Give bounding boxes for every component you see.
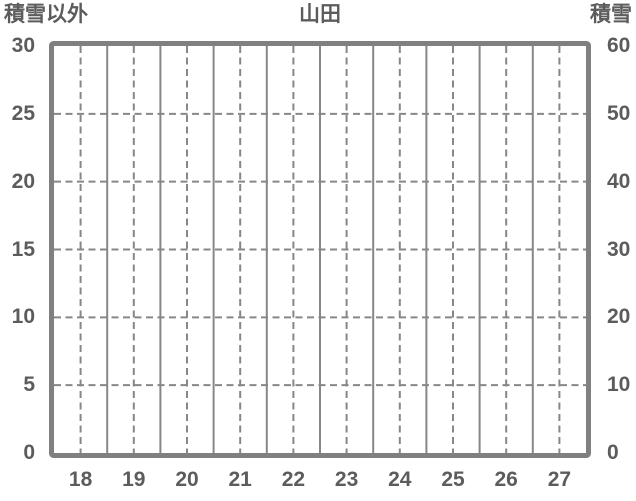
left-axis-tick-label: 15 <box>11 237 35 261</box>
right-axis-tick-label: 50 <box>607 101 631 125</box>
x-axis-tick-label: 22 <box>281 468 306 491</box>
right-axis-tick-label: 60 <box>607 34 631 57</box>
left-axis-tick-label: 30 <box>11 34 35 57</box>
x-axis-tick-label: 26 <box>494 468 518 491</box>
x-axis-tick-label: 23 <box>334 468 359 491</box>
chart-title: 山田 <box>299 3 341 26</box>
right-axis-tick-label: 40 <box>607 169 631 193</box>
left-axis-title: 積雪以外 <box>4 3 88 26</box>
x-axis-tick-label: 25 <box>441 468 465 491</box>
right-axis-title: 積雪 <box>590 3 632 26</box>
x-axis-tick-label: 18 <box>68 468 93 491</box>
left-axis-tick-label: 20 <box>11 169 35 193</box>
x-axis-tick-label: 27 <box>547 468 572 491</box>
x-axis-tick-label: 20 <box>175 468 199 491</box>
right-axis-tick-label: 20 <box>607 305 631 329</box>
right-axis-tick-label: 30 <box>607 237 631 261</box>
right-axis-tick-label: 10 <box>607 373 631 397</box>
left-axis-tick-label: 25 <box>11 101 35 125</box>
left-axis-tick-label: 0 <box>23 441 35 464</box>
x-axis-tick-label: 24 <box>388 468 412 491</box>
plot-border <box>49 41 591 458</box>
left-axis-tick-label: 5 <box>23 373 35 397</box>
right-axis-tick-label: 0 <box>607 441 619 464</box>
x-axis-tick-label: 21 <box>228 468 252 491</box>
left-axis-tick-label: 10 <box>11 305 35 329</box>
x-axis-tick-label: 19 <box>122 468 146 491</box>
